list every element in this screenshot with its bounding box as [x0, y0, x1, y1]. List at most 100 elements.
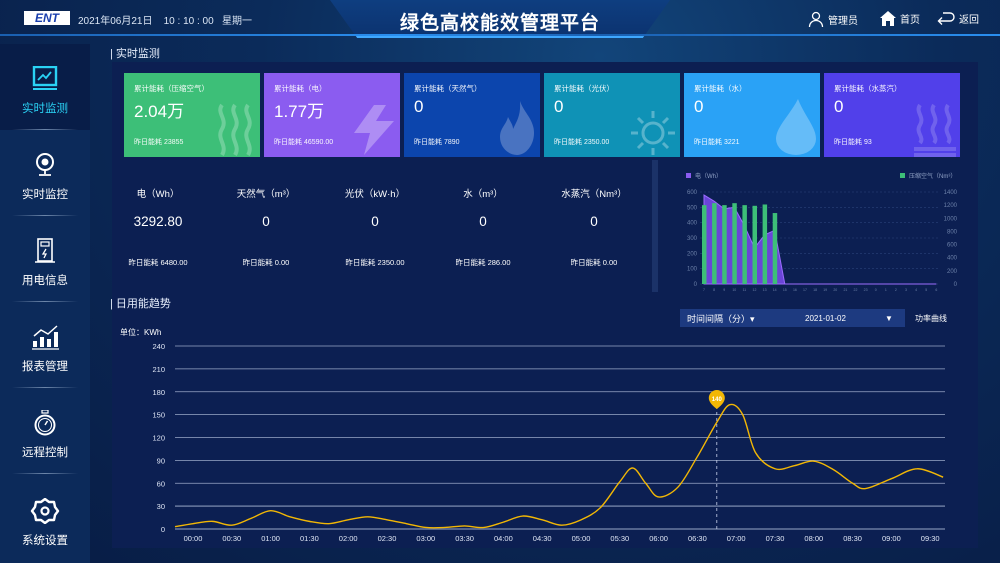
hourly-combo-chart: 0100200300400500600020040060080010001200… — [686, 172, 958, 292]
x-tick: 19 — [823, 288, 827, 292]
water-drop-icon — [776, 99, 816, 155]
electric-cabinet-icon — [35, 238, 55, 263]
sidebar-item-label: 远程控制 — [22, 447, 68, 459]
stat-yesterday: 昨日能耗 2350.00 — [345, 258, 405, 267]
monitor-chart-icon — [32, 66, 58, 90]
stat-value: 3292.80 — [133, 214, 183, 229]
sidebar-item-realtime-monitoring[interactable]: 实时监测 — [0, 44, 90, 130]
y-tick-right: 200 — [947, 269, 958, 275]
weekday-text: 星期一 — [222, 16, 253, 27]
air-bar — [712, 203, 717, 284]
divider — [12, 387, 78, 388]
unit-label: 单位：KWh — [120, 328, 162, 337]
x-tick: 11 — [743, 288, 747, 292]
lightning-icon — [354, 105, 394, 155]
legend-electricity: 电（Wh） — [695, 172, 722, 180]
x-tick: 05:30 — [610, 534, 629, 543]
sidebar-item-report-management[interactable]: 报表管理 — [0, 302, 90, 388]
sidebar-item-label: 用电信息 — [22, 275, 68, 287]
card-title: 累计能耗（天然气） — [414, 84, 482, 93]
stopwatch-icon — [34, 410, 56, 436]
page-title: 绿色高校能效管理平台 — [399, 13, 600, 34]
user-label: 管理员 — [828, 15, 858, 27]
section-title-text: 日用能趋势 — [115, 298, 171, 310]
air-bar — [762, 204, 768, 284]
flame-icon — [500, 101, 534, 155]
x-tick: 4 — [915, 288, 917, 292]
x-tick: 15 — [783, 288, 787, 292]
x-tick: 5 — [925, 288, 927, 292]
y-tick-right: 1400 — [944, 190, 958, 196]
legend-air: 压缩空气（Nm³） — [909, 172, 956, 180]
x-tick: 8 — [713, 288, 715, 292]
stat-value: 0 — [262, 214, 270, 229]
card-water: 累计能耗（水） 0 昨日能耗 3221 — [684, 73, 820, 157]
user-icon — [808, 11, 824, 27]
y-tick-right: 600 — [947, 243, 958, 249]
x-tick: 1 — [885, 288, 887, 292]
air-bar — [732, 203, 737, 284]
stat-title: 水蒸汽（Nm³） — [561, 189, 627, 200]
card-steam: 累计能耗（水蒸汽） 0 昨日能耗 93 — [824, 73, 960, 157]
card-value: 0 — [554, 97, 564, 116]
x-tick: 14 — [773, 288, 777, 292]
x-tick: 21 — [843, 288, 847, 292]
scrollbar[interactable] — [652, 160, 658, 292]
card-yesterday: 昨日能耗 7890 — [414, 139, 460, 146]
x-tick: 09:00 — [882, 534, 901, 543]
sidebar-item-remote-control[interactable]: 远程控制 — [0, 388, 90, 474]
daily-trend-chart: 0 30 60 90 120 150 180 210 240 00:00 00:30 01:00 01:… — [152, 342, 945, 543]
x-tick: 05:00 — [572, 534, 591, 543]
x-tick: 9 — [723, 288, 725, 292]
title-plate — [330, 0, 670, 38]
gear-icon — [30, 498, 60, 524]
x-tick: 23 — [864, 288, 868, 292]
card-value: 1.77万 — [274, 102, 325, 121]
power-curve-button[interactable]: 功率曲线 — [915, 314, 947, 323]
logo: ENT — [24, 11, 70, 25]
card-electricity: 累计能耗（电） 1.77万 昨日能耗 46590.00 — [264, 73, 400, 157]
time-text: 10 : 10 : 00 — [163, 16, 214, 27]
x-tick: 07:00 — [727, 534, 746, 543]
x-tick: 00:30 — [222, 534, 241, 543]
home-button[interactable]: 首页 — [880, 11, 920, 26]
date-text: 2021年06月21日 — [78, 16, 153, 27]
y-tick-left: 400 — [687, 221, 698, 227]
date-select[interactable]: 2021-01-02 — [805, 313, 846, 323]
x-tick: 01:00 — [261, 534, 280, 543]
chevron-down-icon[interactable]: ▼ — [885, 313, 893, 323]
y-tick: 30 — [157, 502, 165, 511]
y-tick: 150 — [152, 411, 165, 420]
back-button[interactable]: 返回 — [937, 11, 979, 26]
interval-date-filter[interactable]: 时间间隔（分）▾ 2021-01-02 ▼ — [680, 309, 905, 327]
card-value: 2.04万 — [134, 102, 185, 121]
sidebar-item-system-settings[interactable]: 系统设置 — [0, 476, 90, 562]
stat-title: 天然气（m³） — [236, 189, 296, 200]
datetime: 2021年06月21日 10 : 10 : 00 星期一 — [78, 12, 252, 27]
x-tick: 18 — [813, 288, 817, 292]
divider — [12, 215, 78, 216]
x-tick: 06:30 — [688, 534, 707, 543]
card-title: 累计能耗（电） — [274, 84, 327, 93]
x-tick: 08:00 — [804, 534, 823, 543]
legend-swatch-electricity — [686, 173, 691, 178]
home-icon — [880, 11, 896, 26]
sidebar: 实时监测 实时监控 用电信息 报表管理 远程控制 系统设置 — [0, 44, 90, 563]
stat-title: 光伏（kW·h） — [344, 189, 406, 200]
x-tick: 04:00 — [494, 534, 513, 543]
x-tick: 03:30 — [455, 534, 474, 543]
card-yesterday: 昨日能耗 2350.00 — [554, 139, 610, 146]
x-tick: 16 — [793, 288, 797, 292]
y-tick-left: 100 — [687, 267, 698, 273]
x-tick: 07:30 — [766, 534, 785, 543]
y-tick: 90 — [157, 456, 165, 465]
sidebar-item-realtime-surveillance[interactable]: 实时监控 — [0, 130, 90, 216]
sidebar-item-label: 报表管理 — [22, 361, 68, 373]
stat-yesterday: 昨日能耗 286.00 — [455, 258, 511, 267]
interval-select[interactable]: 时间间隔（分）▾ — [687, 313, 755, 324]
air-bar — [702, 205, 707, 284]
card-title: 累计能耗（水蒸汽） — [834, 84, 902, 93]
sidebar-item-electricity-info[interactable]: 用电信息 — [0, 216, 90, 302]
user-button[interactable]: 管理员 — [808, 11, 858, 27]
x-tick: 03:00 — [416, 534, 435, 543]
